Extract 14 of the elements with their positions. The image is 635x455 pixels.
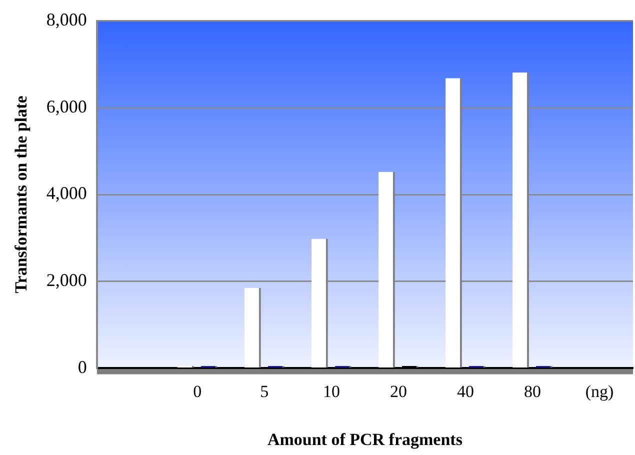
x-tick-label: 20	[390, 382, 407, 401]
y-tick-label: 2,000	[46, 270, 87, 290]
x-tick-label: 5	[260, 382, 269, 401]
x-tick-label: 40	[456, 382, 474, 401]
x-tick-label: 10	[322, 382, 340, 401]
y-tick-label: 8,000	[46, 10, 87, 30]
x-tick-label: 80	[524, 382, 541, 401]
y-axis-title: Transformants on the plate	[12, 95, 31, 294]
y-tick-label: 6,000	[46, 96, 87, 116]
x-tick-label: (ng)	[585, 382, 614, 401]
y-tick-label: 0	[78, 356, 87, 377]
x-tick-label: 0	[193, 382, 202, 401]
y-tick-label: 4,000	[46, 183, 87, 204]
x-axis-title: Amount of PCR fragments	[267, 430, 463, 450]
